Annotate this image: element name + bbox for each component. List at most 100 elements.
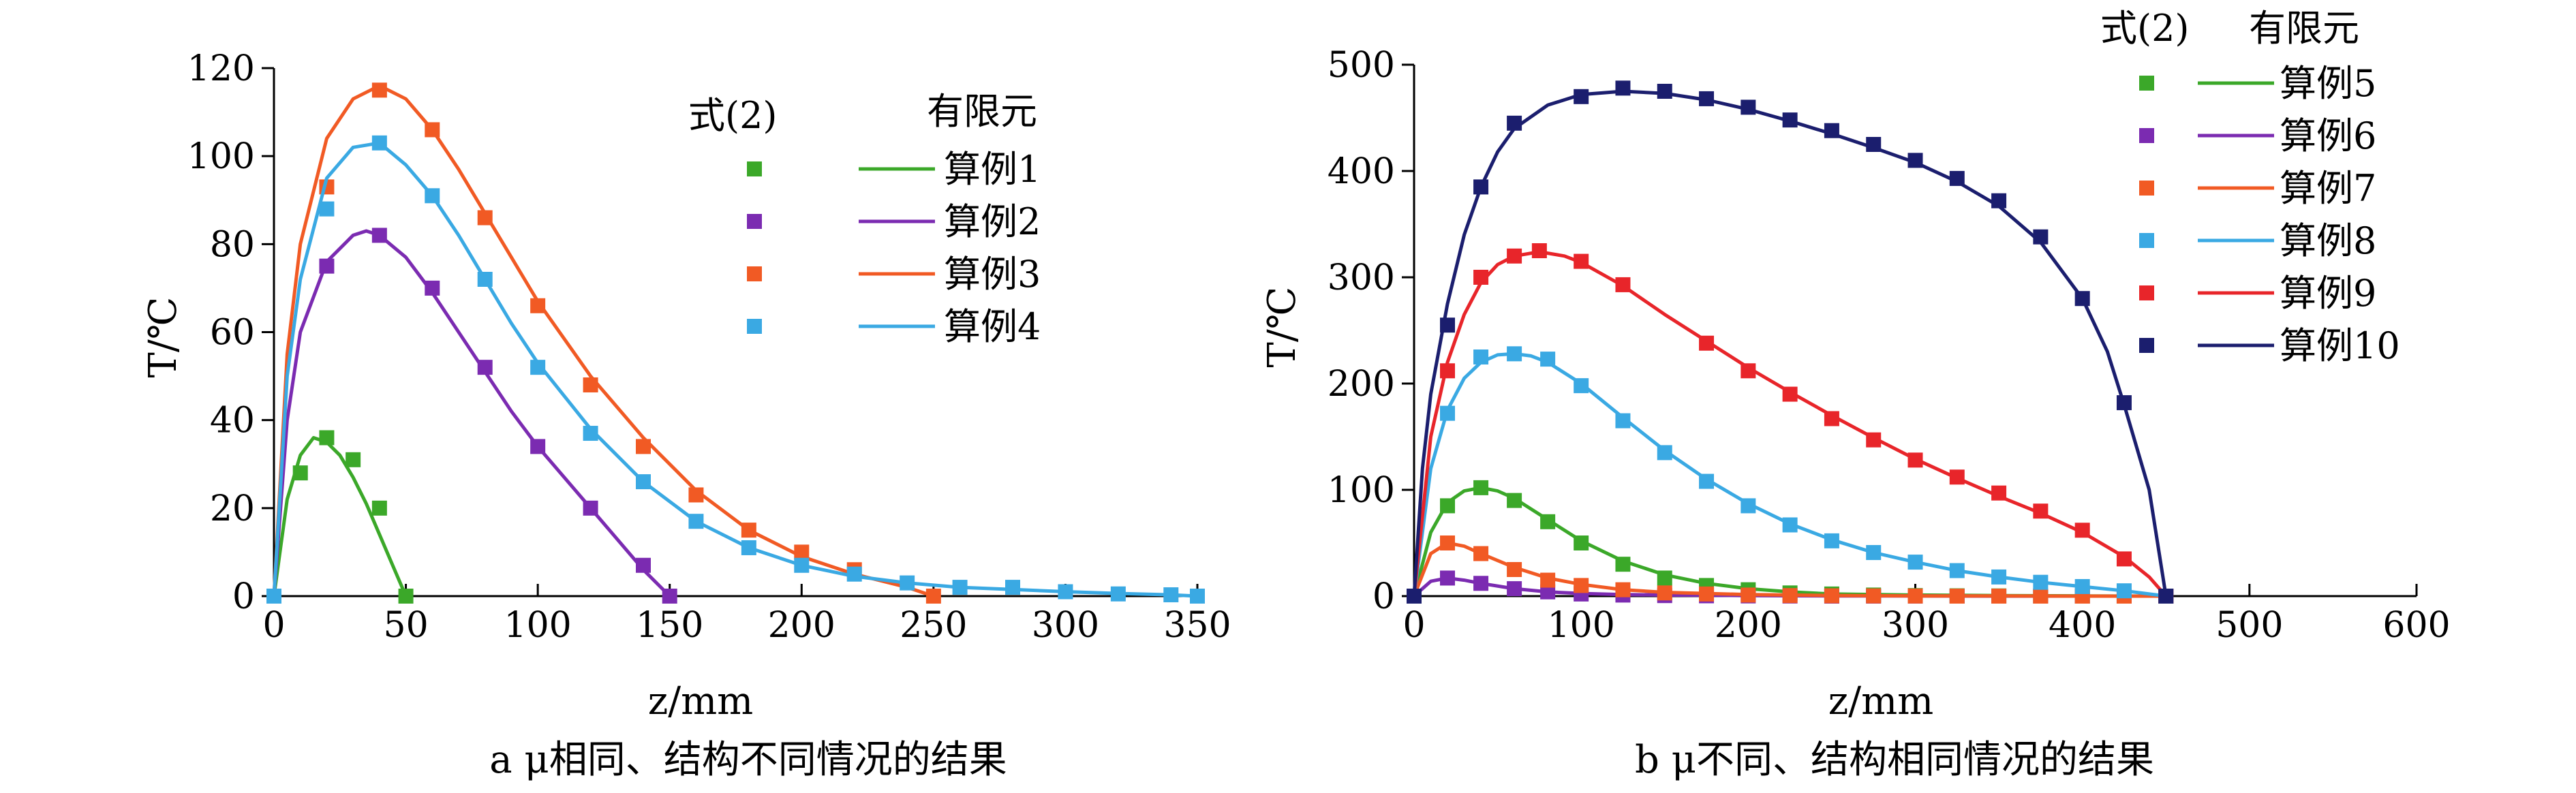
data-point-算例8 [1991,569,2007,585]
data-point-算例8 [1866,545,1882,561]
data-point-算例4 [425,188,440,204]
data-point-算例9 [2033,503,2049,519]
data-point-算例8 [1949,563,1965,578]
data-point-算例10 [1991,193,2007,208]
data-point-算例9 [2116,551,2132,567]
data-point-算例4 [1058,584,1073,600]
data-point-算例8 [1540,352,1556,367]
x-tick-label: 0 [262,605,285,646]
data-point-算例10 [1866,137,1882,152]
series-line-算例4 [272,141,1198,598]
y-tick-label: 500 [1328,45,1395,86]
data-point-算例4 [900,575,915,591]
legend-header-formula-a: 式(2) [688,94,778,137]
data-point-算例6 [1540,584,1556,600]
data-point-算例3 [636,439,651,454]
data-point-算例6 [1473,576,1489,591]
data-point-算例8 [1657,445,1672,461]
legend-label-算例10: 算例10 [2280,324,2400,367]
panel-caption-a: a μ相同、结构不同情况的结果 [489,738,1007,782]
y-tick-label: 0 [1373,576,1395,617]
legend-header-fem-a: 有限元 [927,90,1037,133]
data-point-算例10 [1699,91,1715,106]
data-point-算例2 [583,500,598,516]
series-line-算例10 [1412,89,2168,597]
data-point-算例10 [1615,80,1631,96]
data-point-算例10 [1741,99,1756,115]
data-point-算例8 [1440,405,1456,421]
data-point-算例7 [1782,588,1798,604]
y-axis-title-a: T/℃ [141,297,185,378]
legend-marker-算例4 [747,319,762,334]
data-point-算例5 [1657,570,1672,586]
panel-caption-b: b μ不同、结构相同情况的结果 [1635,738,2154,782]
data-point-算例1 [319,430,335,446]
x-tick-label: 300 [1882,605,1949,646]
data-point-算例3 [583,377,598,392]
data-point-算例1 [398,589,414,604]
data-point-算例2 [662,589,677,604]
data-point-算例7 [1866,588,1882,604]
x-tick-label: 100 [1548,605,1615,646]
data-point-算例8 [1699,473,1715,489]
data-point-算例9 [1741,363,1756,379]
data-point-算例2 [477,360,493,375]
y-tick-label: 200 [1328,364,1395,405]
data-point-算例9 [1531,243,1547,258]
data-point-算例10 [2033,229,2049,245]
data-point-算例10 [1440,317,1456,333]
y-tick-label: 40 [210,401,255,441]
x-axis-title-a: z/mm [648,679,754,724]
data-point-算例1 [371,500,387,516]
data-point-算例9 [1507,248,1522,264]
data-point-算例7 [1699,586,1715,602]
x-tick-label: 50 [383,605,428,646]
data-point-算例8 [1907,555,1923,570]
legend-header-formula-b: 式(2) [2100,7,2190,50]
data-point-算例5 [1540,514,1556,529]
x-tick-label: 0 [1402,605,1425,646]
data-point-算例8 [1574,378,1589,394]
x-tick-label: 150 [636,605,703,646]
data-point-算例9 [2074,523,2090,538]
legend-marker-算例7 [2139,181,2154,196]
data-point-算例2 [371,228,387,243]
legend-label-算例4: 算例4 [944,305,1041,348]
legend-header-fem-b: 有限元 [2249,7,2359,50]
data-point-算例4 [477,272,493,287]
data-point-算例5 [1440,498,1456,514]
data-point-算例9 [1782,386,1798,402]
y-axis-title-b: T/℃ [1260,287,1304,368]
data-point-算例1 [292,465,308,481]
data-point-算例10 [2158,589,2174,604]
data-point-算例2 [319,258,335,274]
legend-marker-算例8 [2139,233,2154,248]
plot-area-b: 0 100 200 300 400 500 600 0 100 200 300 400 500 [1328,45,2451,646]
data-point-算例8 [1615,413,1631,429]
data-point-算例3 [688,487,704,503]
data-point-算例10 [1949,170,1965,186]
data-point-算例10 [1657,84,1672,99]
data-point-算例4 [1163,587,1179,603]
series-line-算例3 [272,84,934,598]
x-tick-label: 100 [504,605,572,646]
data-point-算例10 [1782,112,1798,128]
data-point-算例7 [1907,588,1923,604]
data-point-算例2 [636,557,651,573]
legend-b: 式(2) 有限元 算例5 算例6 算例7 算例8 算例9 算例10 [2100,7,2400,367]
x-tick-label: 300 [1032,605,1099,646]
data-point-算例8 [1507,346,1522,362]
data-point-算例4 [1190,589,1205,604]
data-point-算例9 [1615,277,1631,292]
data-point-算例10 [1824,123,1839,138]
y-tick-label: 100 [187,136,255,177]
legend-label-算例7: 算例7 [2280,167,2376,210]
data-point-算例4 [952,580,968,595]
data-point-算例9 [1440,363,1456,379]
data-point-算例8 [2116,583,2132,599]
data-point-算例9 [1907,452,1923,468]
data-point-算例9 [1866,432,1882,448]
x-tick-label: 600 [2382,605,2450,646]
data-point-算例7 [1657,585,1672,601]
